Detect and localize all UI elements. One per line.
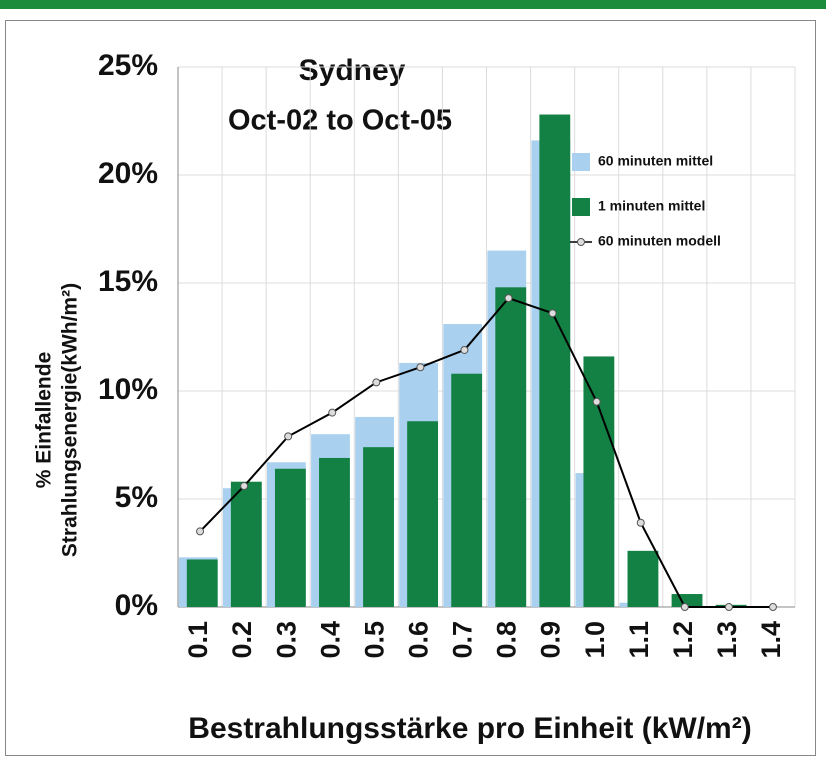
line-marker	[196, 527, 205, 536]
y-tick-label: 20%	[98, 157, 158, 190]
x-tick-label: 0.3	[271, 621, 301, 659]
chart-subtitle: Oct-02 to Oct-05	[228, 105, 452, 137]
x-tick-label: 0.4	[315, 621, 345, 659]
line-marker	[328, 408, 337, 417]
bar	[627, 550, 659, 607]
y-tick-label: 5%	[115, 481, 158, 514]
bar	[319, 457, 350, 607]
bar	[407, 421, 439, 607]
line	[199, 296, 773, 608]
top-band	[0, 0, 826, 9]
chart-title: Sydney	[299, 54, 406, 87]
bar	[539, 114, 571, 608]
x-label: Bestrahlungsstärke pro Einheit (kW/m²)	[188, 712, 751, 745]
y-tick-label: 25%	[98, 49, 158, 82]
bar	[583, 356, 615, 607]
legend-swatch	[572, 153, 590, 171]
legend-label: 60 minuten mittel	[598, 153, 713, 169]
y-label-line: % Einfallende	[33, 352, 56, 489]
bar	[230, 481, 262, 607]
line-marker	[548, 309, 557, 318]
line-marker	[284, 432, 293, 441]
x-tick-label: 1.4	[756, 621, 786, 659]
legend-swatch	[572, 198, 590, 216]
y-label: % Einfallende Strahlungsenergie(kWh/m²)	[33, 283, 82, 557]
frame	[5, 20, 816, 756]
line-marker	[724, 603, 733, 611]
line-marker	[372, 378, 381, 387]
y-tick-label: 10%	[98, 373, 158, 406]
line-marker	[680, 603, 689, 611]
bar	[451, 373, 483, 607]
line-marker	[460, 345, 469, 354]
x-tick-label: 0.9	[536, 621, 566, 659]
x-tick-label: 1.0	[580, 621, 610, 659]
line-marker	[504, 294, 513, 303]
x-tick-label: 1.1	[624, 621, 654, 659]
x-tick-label: 0.7	[448, 621, 478, 659]
line-marker	[636, 518, 645, 527]
line-marker	[240, 482, 249, 491]
x-tick-label: 1.2	[668, 621, 698, 659]
x-tick-label: 0.2	[227, 621, 257, 659]
y-label-line: Strahlungsenergie(kWh/m²)	[59, 283, 82, 557]
x-tick-label: 0.5	[359, 621, 389, 659]
x-tick-label: 0.1	[183, 621, 213, 659]
line-marker	[592, 397, 601, 406]
legend-label: 60 minuten modell	[598, 233, 721, 249]
bar	[363, 447, 394, 607]
x-tick-label: 1.3	[712, 621, 742, 659]
bar	[186, 559, 218, 607]
line-marker	[768, 603, 777, 611]
x-tick-label: 0.8	[492, 621, 522, 659]
bar	[495, 287, 527, 607]
line-marker	[416, 363, 425, 372]
y-tick-label: 0%	[115, 589, 158, 622]
bar	[274, 468, 306, 607]
x-tick-label: 0.6	[404, 621, 434, 659]
legend-label: 1 minuten mittel	[598, 198, 705, 214]
legend-swatch	[577, 238, 585, 246]
y-tick-label: 15%	[98, 265, 158, 298]
